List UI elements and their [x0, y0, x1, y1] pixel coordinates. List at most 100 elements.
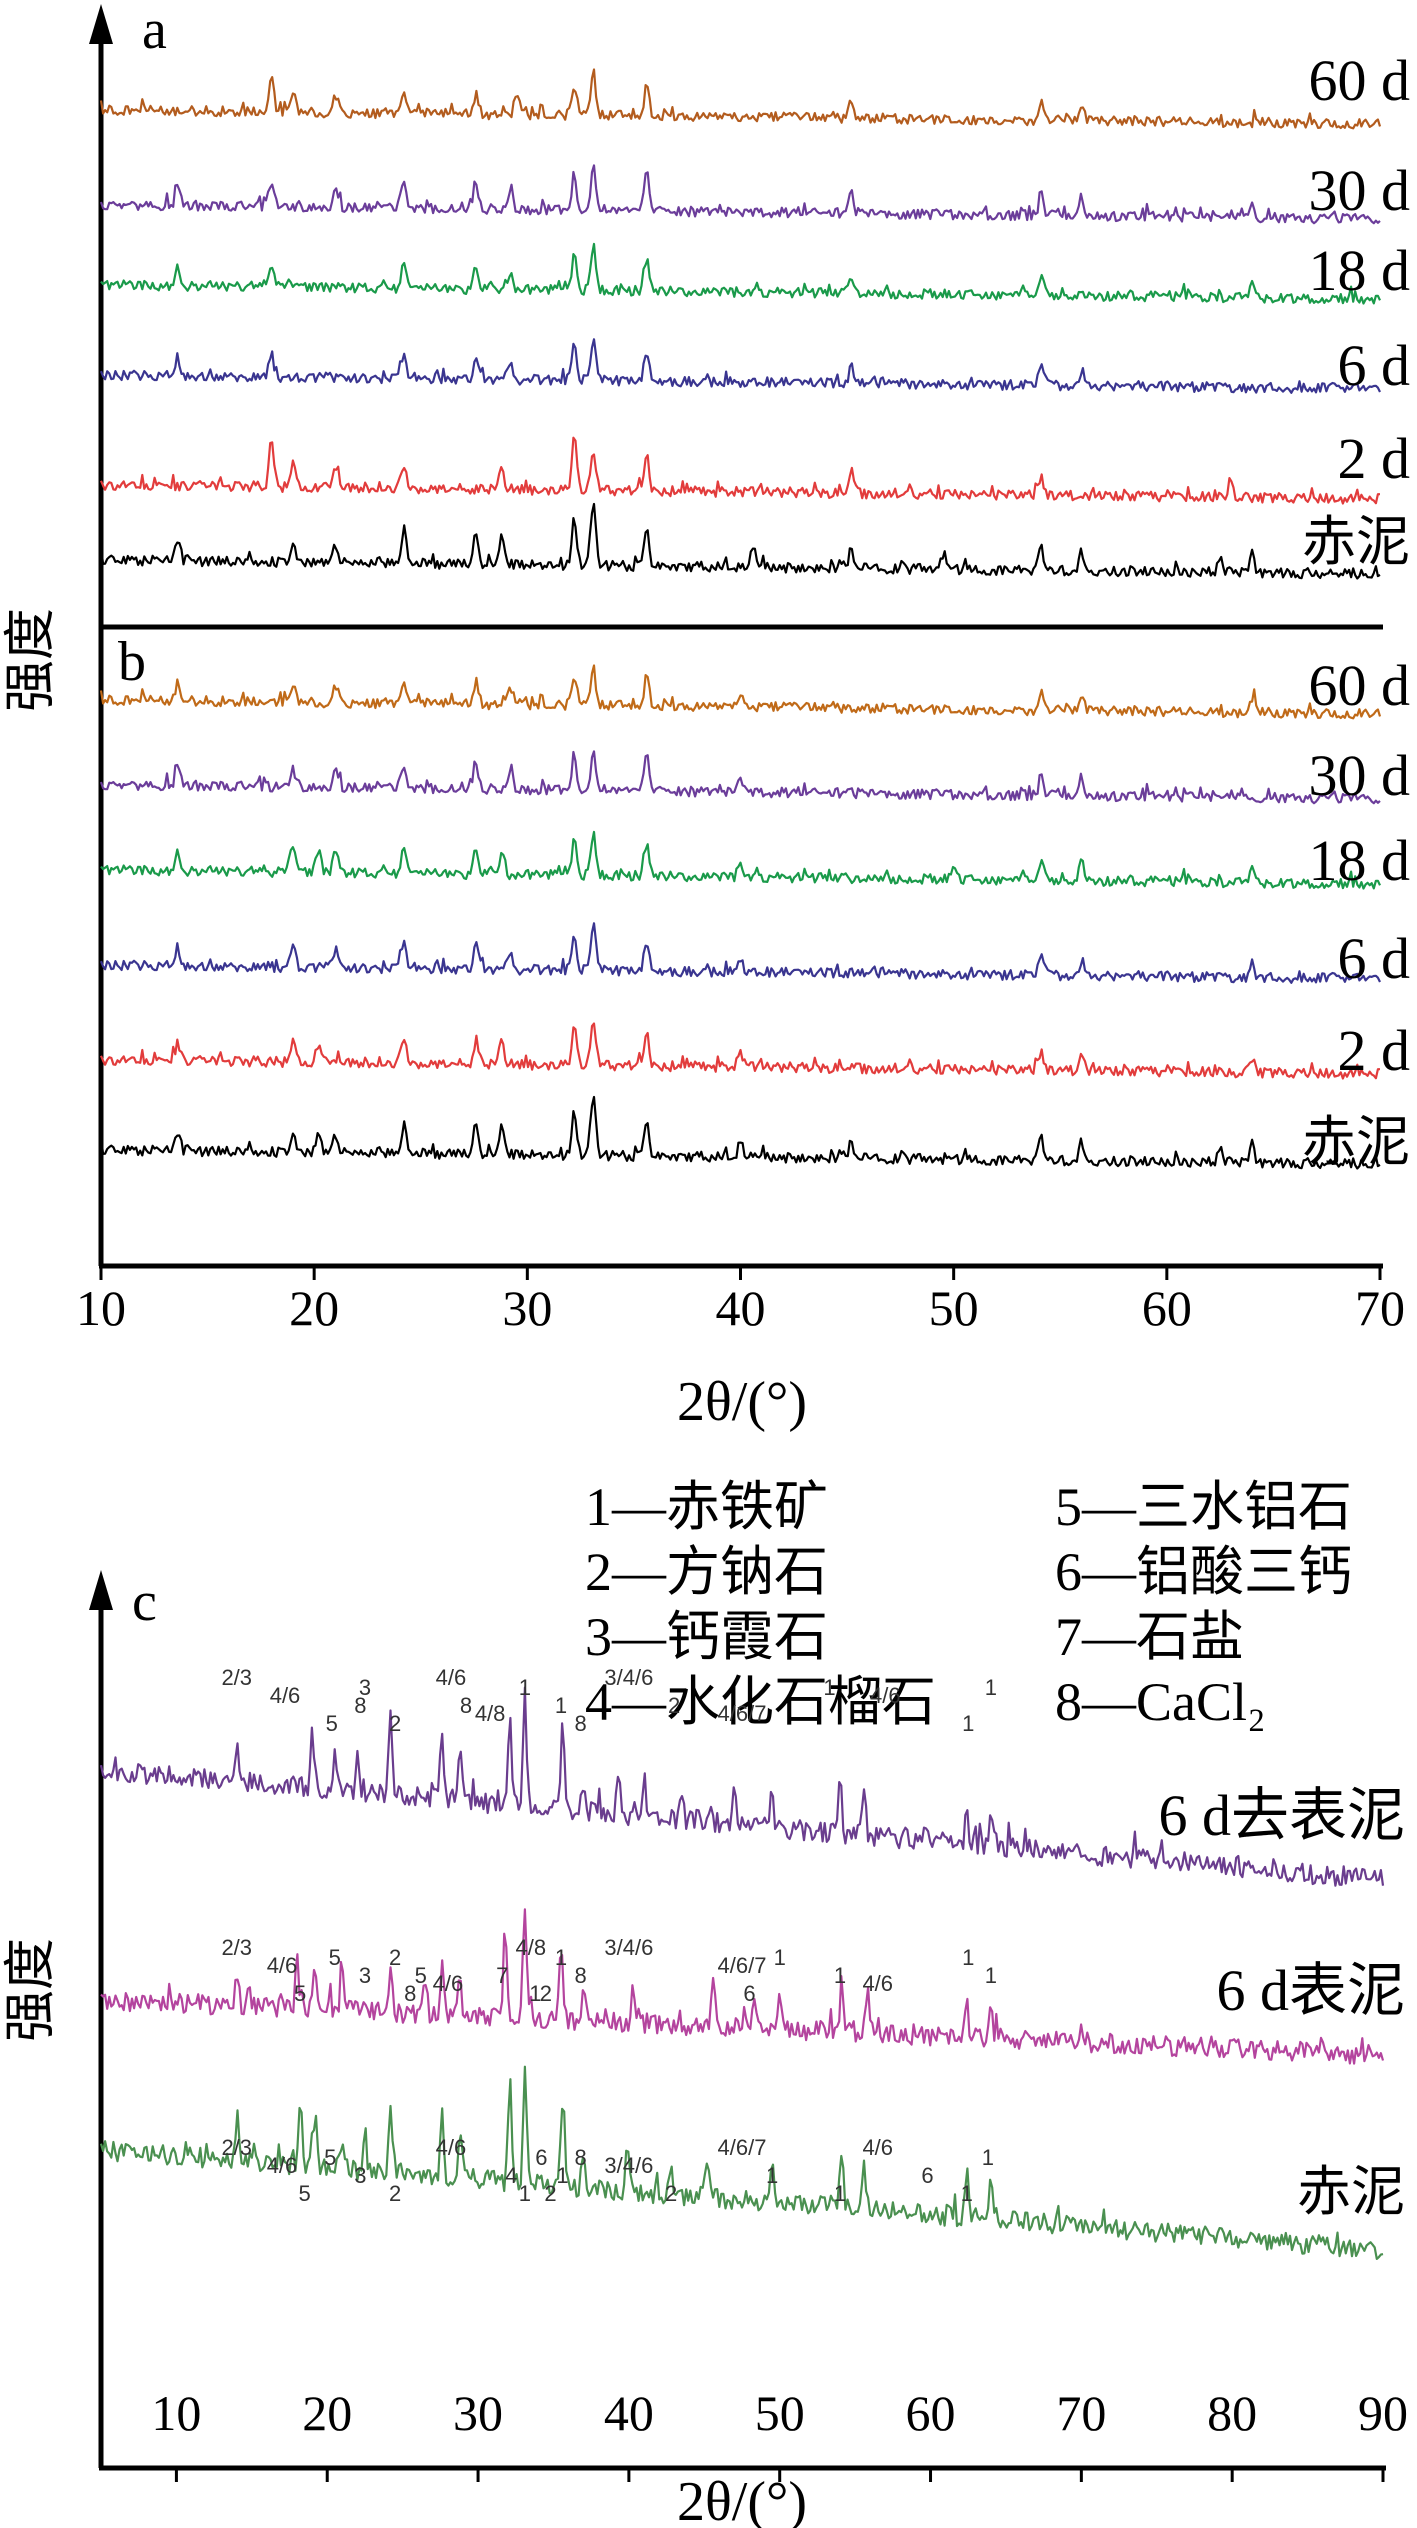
ab-y-axis-arrow [89, 4, 113, 44]
panel-b-trace [100, 830, 1381, 890]
c-x-tick-label: 90 [1358, 2385, 1408, 2441]
legend-entry: 7—石盐 [1055, 1607, 1244, 1667]
peak-label: 3 [354, 2163, 366, 2188]
c-x-tick-label: 60 [906, 2385, 956, 2441]
panel-b-trace [99, 1095, 1381, 1170]
peak-label: 8 [354, 1693, 366, 1718]
legend-entry: 8—CaCl₂ [1055, 1672, 1266, 1732]
panel-a-trace [99, 338, 1381, 394]
peak-label: 8 [574, 1963, 586, 1988]
panel-a-series-label: 60 d [1309, 48, 1411, 113]
panel-ab-axes: 10 20 30 40 50 60 70 a b 强度 2θ/(°) [1, 0, 1405, 1433]
peak-label: 4/6 [267, 2153, 298, 2178]
peak-label: 8 [574, 1711, 586, 1736]
panel-c-trace [100, 1908, 1385, 2065]
ab-x-tick-label: 10 [76, 1280, 126, 1336]
panel-a-series-label: 30 d [1309, 158, 1411, 223]
peak-label: 4/6 [270, 1683, 301, 1708]
peak-label: 2 [389, 2181, 401, 2206]
peak-label: 4/6 [436, 1665, 467, 1690]
panel-b-trace [99, 664, 1382, 720]
peak-label: 1 [519, 2181, 531, 2206]
peak-label: 8 [574, 2145, 586, 2170]
c-x-label: 2θ/(°) [677, 2471, 807, 2528]
peak-label: 3 [359, 1675, 371, 1700]
panel-b-series-label: 18 d [1309, 828, 1411, 893]
panel-a-series-label: 2 d [1338, 426, 1411, 491]
c-y-label: 强度 [1, 1938, 61, 2042]
peak-label: 5 [415, 1963, 427, 1988]
peak-label: 4/6 [862, 2135, 893, 2160]
c-x-tick-label: 20 [302, 2385, 352, 2441]
peak-label: 2 [389, 1711, 401, 1736]
c-x-tick-label: 40 [604, 2385, 654, 2441]
peak-label: 1 [985, 1675, 997, 1700]
panel-a-traces [99, 68, 1382, 580]
ab-x-label: 2θ/(°) [677, 1371, 807, 1433]
peak-label: 4/6 [433, 1971, 464, 1996]
peak-label: 5 [324, 2145, 336, 2170]
ab-y-label: 强度 [1, 608, 61, 712]
c-x-ticks: 10 20 30 40 50 60 70 80 90 [151, 2385, 1408, 2482]
peak-label: 2 [540, 1981, 552, 2006]
panel-b-series-label: 60 d [1309, 653, 1411, 718]
panel-b-series-label: 2 d [1338, 1018, 1411, 1083]
peak-label: 8 [404, 1981, 416, 2006]
peak-label: 6 [743, 1981, 755, 2006]
peak-label: 1 [519, 1675, 531, 1700]
c-x-tick-label: 70 [1056, 2385, 1106, 2441]
peak-label: 4/6 [267, 1953, 298, 1978]
legend-entry: 4—水化石榴石 [585, 1672, 936, 1732]
peak-label: 5 [329, 1945, 341, 1970]
panel-c-series-label: 6 d去表泥 [1158, 1783, 1405, 1848]
panel-letter-c: c [132, 1571, 157, 1633]
peak-label: 2 [544, 2181, 556, 2206]
peak-label: 1 [834, 1963, 846, 1988]
peak-label: 1 [834, 2181, 846, 2206]
panel-a-trace [99, 68, 1382, 130]
peak-label: 4/8 [475, 1701, 506, 1726]
panel-c-trace [99, 1686, 1385, 1887]
panel-a-trace [99, 164, 1381, 225]
peak-label: 6 [921, 2163, 933, 2188]
panel-c-series-label: 6 d表泥 [1216, 1958, 1405, 2023]
peak-label: 1 [555, 1945, 567, 1970]
c-y-axis-arrow [89, 1570, 113, 1610]
peak-label: 4/6 [870, 1683, 901, 1708]
panel-c-traces [99, 1686, 1385, 2260]
panel-c-series-label: 赤泥 [1297, 2160, 1405, 2223]
peak-label: 2/3 [221, 1665, 252, 1690]
legend-entry: 3—钙霞石 [585, 1607, 828, 1667]
legend-entry: 5—三水铝石 [1055, 1477, 1352, 1537]
panel-a-trace [99, 502, 1381, 580]
panel-a-trace [100, 242, 1381, 305]
peak-label: 2/3 [221, 1935, 252, 1960]
panel-c-axes: 10 20 30 40 50 60 70 80 90 c 强度 2θ/(°) [1, 1570, 1408, 2528]
peak-label: 3/4/6 [604, 1665, 653, 1690]
peak-label: 3/4/6 [604, 2153, 653, 2178]
peak-label: 1 [962, 1711, 974, 1736]
peak-label: 2/3 [221, 2135, 252, 2160]
c-x-tick-label: 80 [1207, 2385, 1257, 2441]
peak-label: 4/6/7 [718, 2135, 767, 2160]
ab-x-tick-label: 30 [502, 1280, 552, 1336]
panel-b-trace [99, 750, 1381, 805]
c-x-tick-label: 30 [453, 2385, 503, 2441]
peak-label: 2 [389, 1945, 401, 1970]
peak-label: 1 [555, 1693, 567, 1718]
peak-label: 2 [668, 1693, 680, 1718]
panel-letter-b: b [118, 631, 146, 693]
peak-label: 2 [665, 2181, 677, 2206]
peak-label: 5 [298, 2181, 310, 2206]
peak-label: 3 [359, 1963, 371, 1988]
ab-x-tick-label: 70 [1355, 1280, 1405, 1336]
ab-x-tick-label: 50 [929, 1280, 979, 1336]
panel-b-trace [99, 922, 1381, 984]
peak-label: 8 [460, 1693, 472, 1718]
panel-b-series-label: 30 d [1309, 743, 1411, 808]
peak-label: 4/8 [516, 1935, 547, 1960]
peak-label: 1 [556, 2163, 568, 2188]
peak-label: 1 [529, 1981, 541, 2006]
